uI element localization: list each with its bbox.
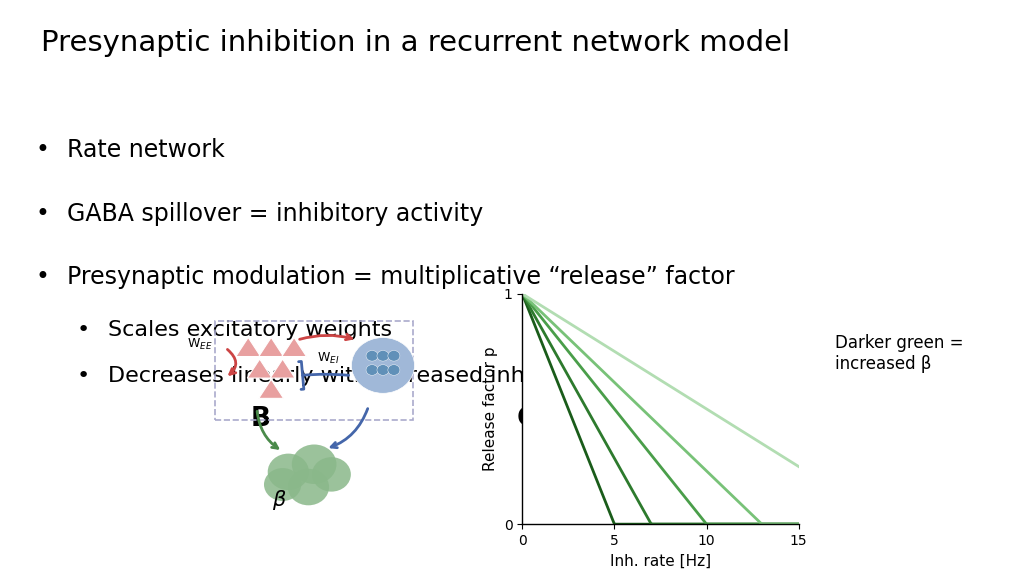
Text: $\beta$: $\beta$ <box>272 488 287 512</box>
Text: Presynaptic inhibition in a recurrent network model: Presynaptic inhibition in a recurrent ne… <box>41 29 791 57</box>
Circle shape <box>388 365 400 376</box>
Polygon shape <box>259 338 284 357</box>
Text: C: C <box>517 406 537 432</box>
Circle shape <box>264 468 301 501</box>
Polygon shape <box>270 359 295 378</box>
Circle shape <box>267 454 309 490</box>
X-axis label: Inh. rate [Hz]: Inh. rate [Hz] <box>610 554 711 569</box>
Circle shape <box>388 350 400 361</box>
Circle shape <box>351 338 415 393</box>
Text: W$_{EI}$: W$_{EI}$ <box>317 351 340 366</box>
Text: Scales excitatory weights: Scales excitatory weights <box>108 320 391 340</box>
Y-axis label: Release factor p: Release factor p <box>483 347 498 471</box>
Text: Darker green =
increased β: Darker green = increased β <box>835 334 963 373</box>
Polygon shape <box>236 338 261 357</box>
Polygon shape <box>259 380 284 399</box>
Text: Decreases linearly with increased inhibitory activity.: Decreases linearly with increased inhibi… <box>108 366 689 386</box>
Text: •: • <box>36 138 50 162</box>
Text: •: • <box>77 320 90 340</box>
Text: B: B <box>251 406 271 432</box>
Circle shape <box>292 445 337 484</box>
Circle shape <box>288 469 329 505</box>
Text: Presynaptic modulation = multiplicative “release” factor: Presynaptic modulation = multiplicative … <box>67 265 734 289</box>
Text: W$_{EE}$: W$_{EE}$ <box>186 337 212 352</box>
Text: GABA spillover = inhibitory activity: GABA spillover = inhibitory activity <box>67 202 482 226</box>
Text: •: • <box>36 202 50 226</box>
Text: •: • <box>36 265 50 289</box>
Circle shape <box>366 350 378 361</box>
Text: •: • <box>77 366 90 386</box>
Circle shape <box>377 365 389 376</box>
Polygon shape <box>247 359 272 378</box>
Circle shape <box>312 457 351 492</box>
Text: Rate network: Rate network <box>67 138 224 162</box>
Circle shape <box>377 350 389 361</box>
Polygon shape <box>282 338 306 357</box>
Circle shape <box>366 365 378 376</box>
